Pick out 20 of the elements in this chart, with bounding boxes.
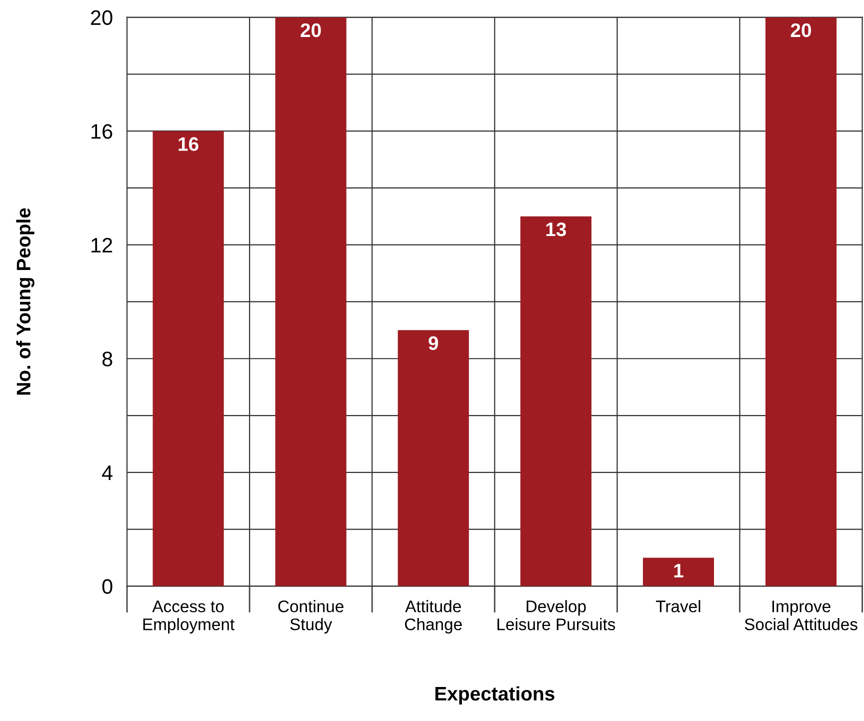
data-label: 9	[428, 336, 438, 350]
x-tick-label: Continue Study	[278, 600, 344, 634]
data-label: 20	[790, 23, 812, 38]
x-axis-title: Expectations	[435, 686, 554, 704]
y-tick-label: 12	[92, 238, 112, 252]
x-tick-label: Improve Social Attitudes	[744, 600, 858, 630]
data-label: 16	[178, 137, 198, 151]
x-tick-label: Attitude Change	[405, 600, 462, 634]
y-tick-label: 0	[102, 579, 112, 594]
y-axis-title: No. of Young People	[16, 208, 34, 395]
x-tick-label: Travel	[656, 600, 700, 612]
y-tick-label: 16	[92, 124, 112, 139]
x-tick-label: Access to Employment	[143, 600, 234, 634]
data-label: 20	[300, 23, 321, 38]
data-label: 13	[546, 222, 566, 236]
y-tick-label: 8	[102, 352, 112, 366]
x-tick-label: Develop Leisure Pursuits	[498, 600, 616, 630]
y-tick-label: 4	[102, 466, 113, 480]
y-tick-label: 20	[90, 10, 112, 26]
data-label: 1	[674, 564, 684, 578]
